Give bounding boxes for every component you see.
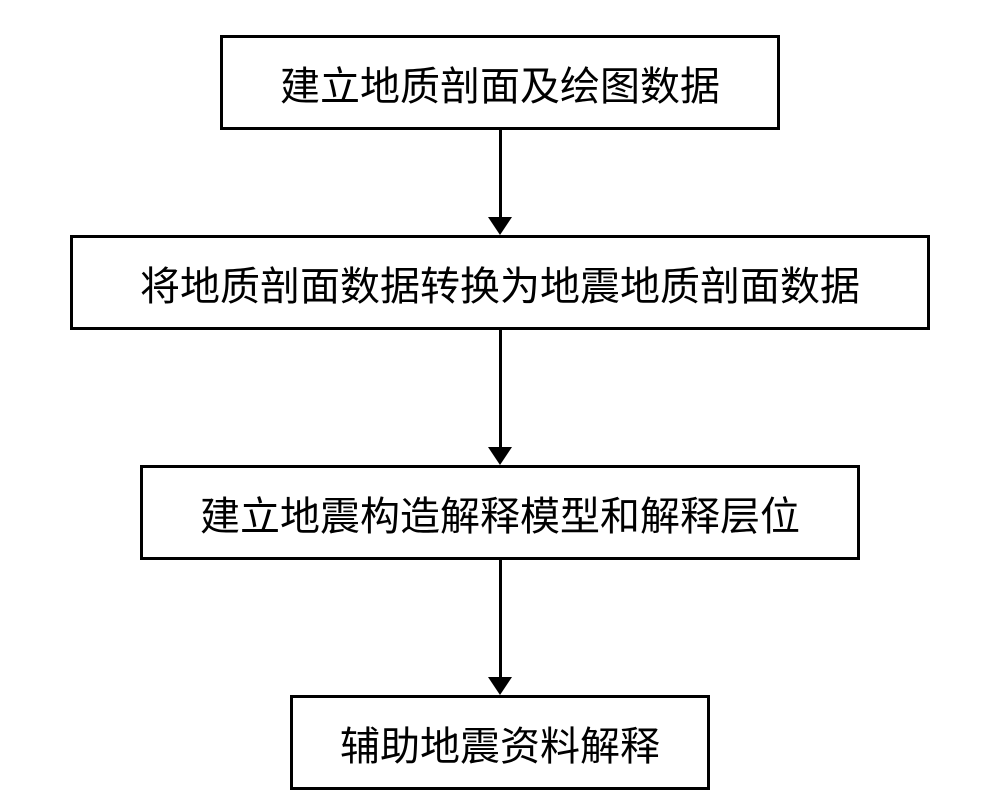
flow-node-1: 建立地质剖面及绘图数据 [220,35,780,130]
flow-edge-3-4-head [488,677,512,695]
flow-node-4: 辅助地震资料解释 [290,695,710,790]
flowchart-canvas: 建立地质剖面及绘图数据 将地质剖面数据转换为地震地质剖面数据 建立地震构造解释模… [0,0,1000,806]
flow-edge-1-2-line [499,130,502,217]
flow-edge-3-4-line [499,560,502,677]
flow-node-2-label: 将地质剖面数据转换为地震地质剖面数据 [140,254,860,312]
flow-edge-2-3-line [499,330,502,447]
flow-edge-2-3-head [488,447,512,465]
flow-node-4-label: 辅助地震资料解释 [340,714,660,772]
flow-node-3: 建立地震构造解释模型和解释层位 [140,465,860,560]
flow-node-2: 将地质剖面数据转换为地震地质剖面数据 [70,235,930,330]
flow-node-3-label: 建立地震构造解释模型和解释层位 [200,484,800,542]
flow-edge-1-2-head [488,217,512,235]
flow-node-1-label: 建立地质剖面及绘图数据 [280,54,720,112]
